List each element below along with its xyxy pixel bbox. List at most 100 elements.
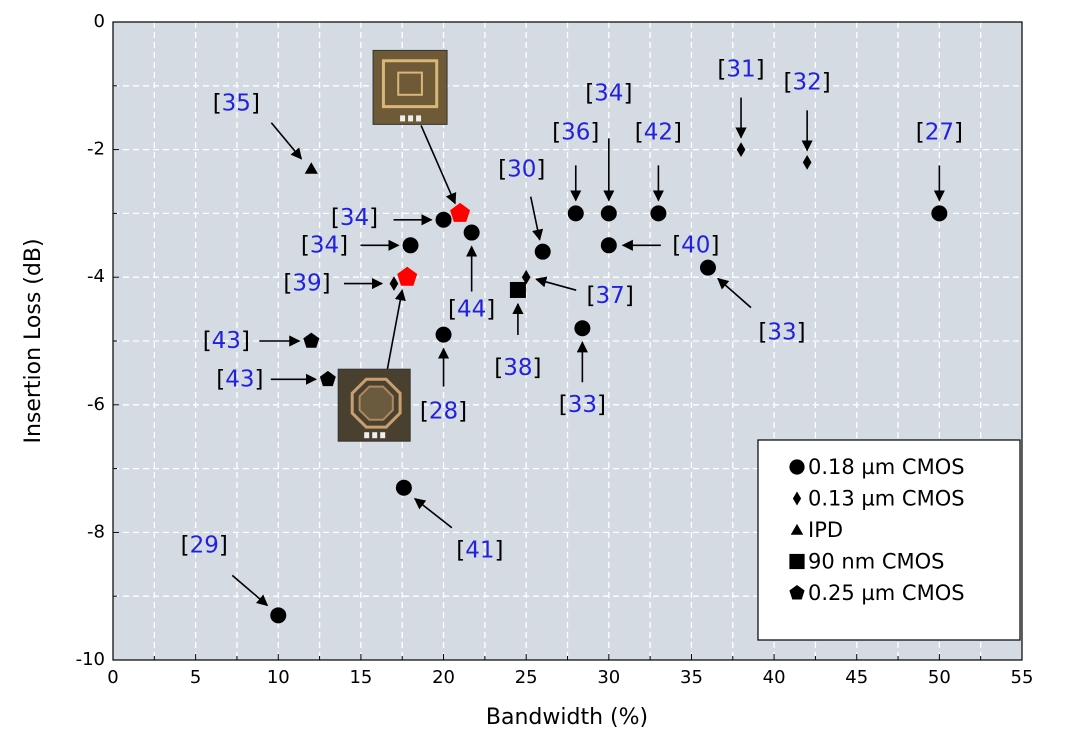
chip-pad xyxy=(400,115,406,122)
chip-photo xyxy=(372,49,448,125)
annotation-label: [31] xyxy=(717,56,764,82)
legend-box xyxy=(757,439,1021,641)
annotation-arrow xyxy=(270,122,303,160)
chip-pattern xyxy=(397,71,423,96)
point xyxy=(534,243,551,260)
annotation-label: [30] xyxy=(498,156,545,182)
legend-marker xyxy=(790,523,804,535)
annotation-label: [41] xyxy=(456,537,503,563)
legend-marker xyxy=(792,491,802,506)
annotation-arrow xyxy=(535,276,577,291)
point xyxy=(395,479,412,496)
chip-pad xyxy=(372,432,378,439)
point xyxy=(736,142,746,157)
annotation-label: [43] xyxy=(216,366,263,392)
annotation-label: [33] xyxy=(758,319,805,345)
annotation-label: [34] xyxy=(331,204,378,230)
annotation-label: [37] xyxy=(587,283,634,309)
point xyxy=(319,370,336,387)
point xyxy=(435,211,452,228)
y-tick-label: -2 xyxy=(87,139,105,160)
legend-marker xyxy=(789,585,805,600)
x-tick-label: 35 xyxy=(680,667,703,688)
chip-body xyxy=(372,49,448,125)
annotation-arrow xyxy=(717,277,752,309)
point xyxy=(450,202,471,222)
legend-label: IPD xyxy=(808,518,843,542)
annotation-arrow xyxy=(413,498,453,529)
legend-marker xyxy=(789,459,805,475)
x-tick-label: 30 xyxy=(597,667,620,688)
x-tick-label: 15 xyxy=(349,667,372,688)
chip-photo xyxy=(337,368,411,442)
point xyxy=(600,237,617,254)
annotation-label: [32] xyxy=(784,69,831,95)
point xyxy=(802,155,812,170)
x-tick-label: 20 xyxy=(432,667,455,688)
point xyxy=(600,205,617,222)
x-tick-label: 50 xyxy=(928,667,951,688)
legend-label: 0.25 µm CMOS xyxy=(808,581,965,605)
annotation-label: [34] xyxy=(585,80,632,106)
annotation-label: [39] xyxy=(283,270,330,296)
point xyxy=(304,162,318,174)
annotation-label: [28] xyxy=(420,398,467,424)
annotation-label: [34] xyxy=(301,232,348,258)
marks: [34][34][44][30][36][34][42][40][33][33]… xyxy=(181,49,963,624)
chip-inductor xyxy=(350,377,402,429)
annotation-arrow xyxy=(420,125,457,205)
point xyxy=(699,259,716,276)
x-tick-label: 5 xyxy=(190,667,201,688)
point xyxy=(270,607,287,624)
chip-pad xyxy=(380,432,386,439)
y-tick-label: -8 xyxy=(87,521,105,542)
x-tick-label: 40 xyxy=(763,667,786,688)
annotation-label: [35] xyxy=(213,90,260,116)
x-tick-label: 45 xyxy=(845,667,868,688)
y-tick-label: -4 xyxy=(87,266,105,287)
annotation-label: [38] xyxy=(494,354,541,380)
annotation-arrow xyxy=(386,289,406,371)
point xyxy=(650,205,667,222)
x-tick-label: 55 xyxy=(1011,667,1034,688)
point xyxy=(389,276,399,291)
chip-pad xyxy=(364,432,370,439)
y-tick-label: -10 xyxy=(76,649,105,670)
annotation-arrow xyxy=(529,196,544,241)
legend-marker xyxy=(789,553,805,570)
y-tick-label: -6 xyxy=(87,394,105,415)
chip-pad xyxy=(416,115,422,122)
point xyxy=(931,205,948,222)
annotation-label: [42] xyxy=(635,119,682,145)
annotation-label: [36] xyxy=(552,119,599,145)
point xyxy=(303,332,320,348)
legend: 0.18 µm CMOS 0.13 µm CMOS IPD 90 nm CMOS 0.2… xyxy=(757,439,1021,641)
point xyxy=(397,266,418,286)
chip-inductor xyxy=(358,385,394,421)
chip-pattern xyxy=(381,59,439,109)
point xyxy=(435,326,452,343)
y-axis-label: Insertion Loss (dB) xyxy=(21,238,46,443)
annotation-label: [44] xyxy=(448,296,495,322)
annotation-arrow xyxy=(231,574,269,607)
point xyxy=(402,237,419,254)
x-tick-label: 25 xyxy=(515,667,538,688)
point xyxy=(567,205,584,222)
annotation-label: [29] xyxy=(181,532,228,558)
annotation-label: [40] xyxy=(672,232,719,258)
point xyxy=(574,320,591,337)
y-tick-label: 0 xyxy=(94,11,105,32)
legend-label: 0.18 µm CMOS xyxy=(808,455,965,479)
legend-label: 0.13 µm CMOS xyxy=(808,487,965,511)
annotation-label: [27] xyxy=(916,119,963,145)
chip-pad xyxy=(408,115,414,122)
x-tick-label: 0 xyxy=(107,667,118,688)
point xyxy=(463,224,480,241)
legend-label: 90 nm CMOS xyxy=(808,550,944,574)
annotation-label: [33] xyxy=(559,392,606,418)
point xyxy=(509,281,526,298)
point xyxy=(521,269,531,285)
x-tick-label: 10 xyxy=(267,667,290,688)
